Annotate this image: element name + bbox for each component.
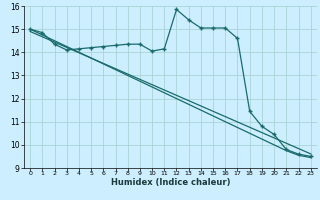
X-axis label: Humidex (Indice chaleur): Humidex (Indice chaleur) (111, 178, 230, 187)
